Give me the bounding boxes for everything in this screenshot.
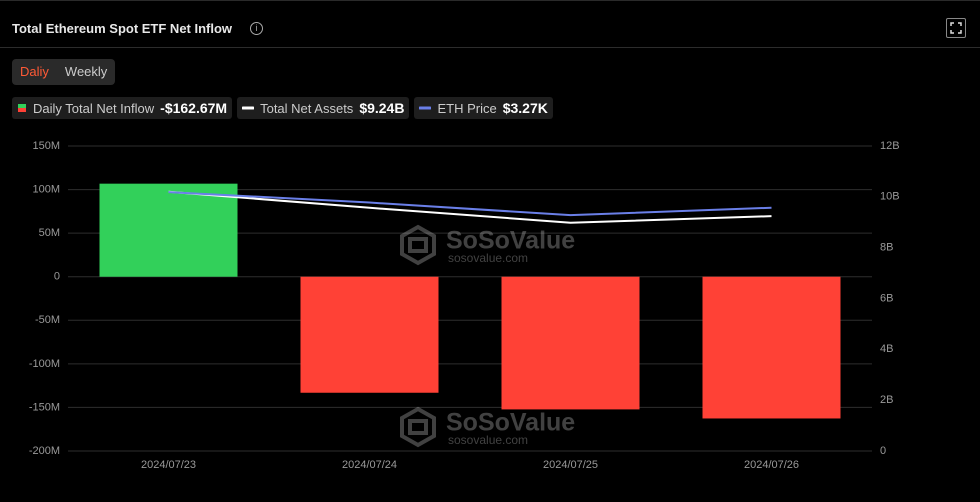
lines [168, 190, 772, 224]
watermark: SoSoValue sosovalue.com SoSoValue sosova… [400, 224, 575, 448]
y-tick-label: 100M [32, 183, 60, 195]
y2-tick-label: 0 [880, 445, 886, 457]
watermark-brand: SoSoValue [446, 227, 575, 255]
legend-value: $9.24B [359, 100, 405, 116]
legend: Daily Total Net Inflow -$162.67M Total N… [12, 97, 553, 119]
y2-tick-label: 10B [880, 191, 900, 203]
divider [0, 47, 980, 48]
tabs: Daliy Weekly [12, 59, 116, 85]
y2-tick-label: 6B [880, 292, 893, 304]
watermark-url: sosovalue.com [448, 433, 528, 447]
x-tick-label: 2024/07/23 [141, 459, 196, 471]
y2-tick-label: 12B [880, 140, 900, 152]
bar [99, 183, 238, 277]
legend-icon [419, 106, 432, 110]
y-tick-label: 50M [39, 227, 60, 239]
expand-button[interactable] [946, 18, 966, 38]
legend-label: ETH Price [437, 100, 497, 116]
legend-icon [242, 106, 255, 110]
x-tick-label: 2024/07/26 [744, 459, 799, 471]
y-tick-label: -100M [29, 358, 60, 370]
bar [702, 276, 841, 419]
x-tick-label: 2024/07/24 [342, 459, 397, 471]
legend-item[interactable]: Daily Total Net Inflow -$162.67M [12, 97, 233, 119]
legend-item[interactable]: Total Net Assets $9.24B [237, 97, 410, 119]
legend-value: $3.27K [502, 100, 548, 116]
legend-item[interactable]: ETH Price $3.27K [414, 97, 553, 119]
x-tick-label: 2024/07/25 [543, 459, 598, 471]
watermark-brand: SoSoValue [446, 409, 575, 437]
y-tick-label: -200M [29, 445, 60, 457]
y-tick-label: -150M [29, 401, 60, 413]
line [168, 190, 772, 224]
y2-tick-label: 4B [880, 343, 893, 355]
expand-icon [950, 22, 962, 34]
line [168, 191, 772, 217]
legend-value: -$162.67M [160, 100, 228, 116]
tab[interactable]: Daliy [20, 64, 49, 79]
y-tick-label: 150M [32, 140, 60, 152]
y-tick-label: -50M [35, 314, 60, 326]
legend-icon [18, 104, 26, 112]
y2-tick-label: 2B [880, 394, 893, 406]
bar [501, 276, 640, 410]
tab[interactable]: Weekly [64, 64, 108, 79]
legend-label: Daily Total Net Inflow [33, 100, 155, 116]
info-icon[interactable]: i [250, 22, 263, 35]
y-tick-label: 0 [54, 271, 60, 283]
watermark-logo [400, 406, 436, 448]
bar [300, 276, 439, 393]
watermark-url: sosovalue.com [448, 251, 528, 265]
watermark-logo [400, 224, 436, 266]
panel-title: Total Ethereum Spot ETF Net Inflow [12, 21, 233, 36]
y2-tick-label: 8B [880, 242, 893, 254]
bars [99, 183, 841, 419]
legend-label: Total Net Assets [260, 100, 354, 116]
